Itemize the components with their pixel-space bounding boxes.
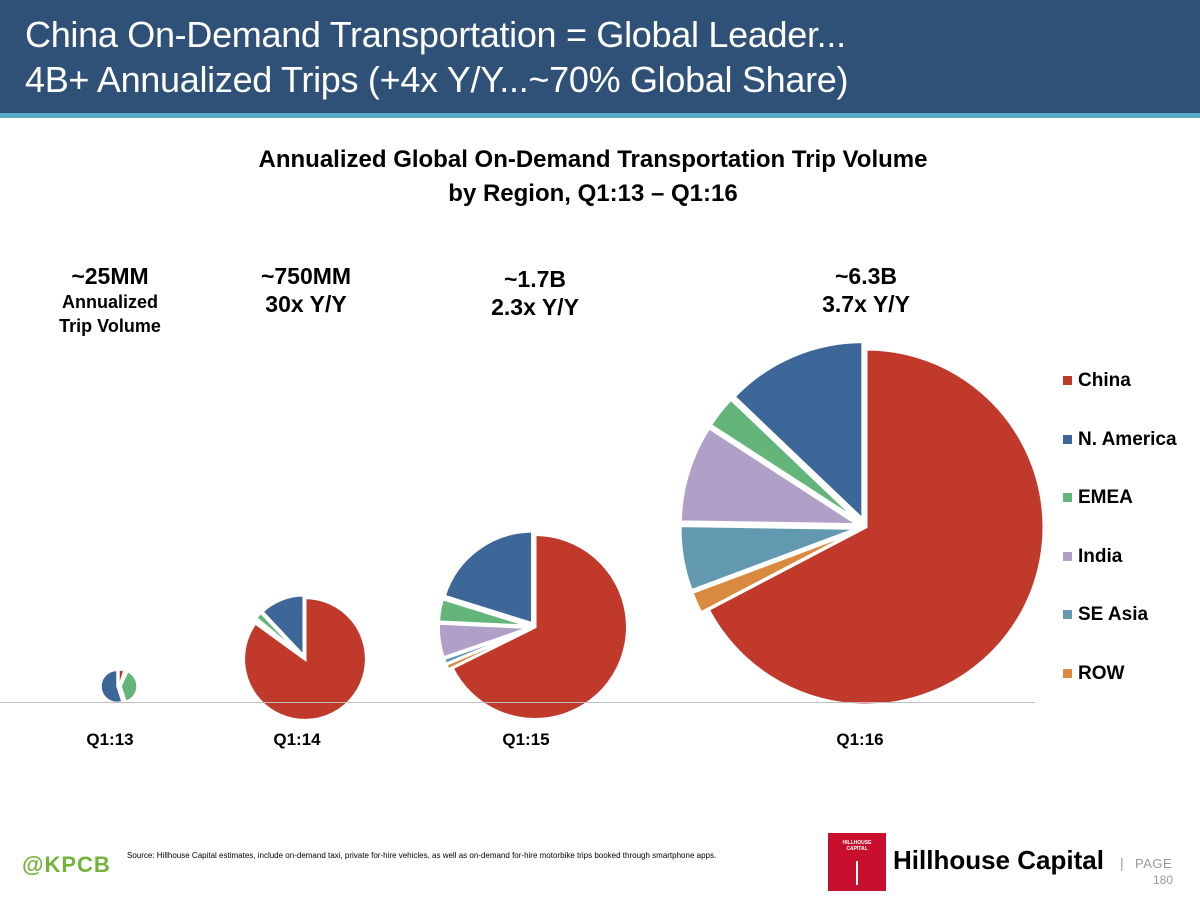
kpcb-handle: @KPCB <box>22 852 111 877</box>
annotation-q1-16: ~6.3B 3.7x Y/Y <box>822 262 910 318</box>
slide-title-line-1: China On-Demand Transportation = Global … <box>25 14 846 55</box>
growth-label: 3.7x Y/Y <box>822 291 910 317</box>
legend-swatch <box>1063 610 1072 619</box>
pie-slice-emea <box>708 397 861 524</box>
growth-label: 2.3x Y/Y <box>491 294 579 320</box>
chart-subtitle: by Region, Q1:13 – Q1:16 <box>448 180 738 207</box>
header-accent-stripe <box>0 113 1200 118</box>
legend-swatch <box>1063 376 1072 385</box>
pie-slice-se-asia <box>678 524 859 593</box>
total-label: ~25MM <box>71 263 149 289</box>
legend-swatch <box>1063 552 1072 561</box>
logo-text-line-1: HILLHOUSE <box>842 840 872 846</box>
category-label-q1-15: Q1:15 <box>502 730 550 749</box>
legend-label: N. America <box>1078 429 1177 450</box>
pie-slice-n-america <box>731 340 865 524</box>
pie-slice-emea <box>120 670 138 703</box>
total-label: ~750MM <box>260 263 352 289</box>
logo-mark <box>856 861 858 885</box>
chart-title: Annualized Global On-Demand Transportati… <box>258 146 928 173</box>
legend-swatch <box>1063 493 1072 502</box>
pie-slice-row <box>251 617 304 659</box>
category-label-q1-16: Q1:16 <box>836 730 884 749</box>
legend-label: China <box>1078 370 1131 391</box>
category-label-q1-14: Q1:14 <box>273 730 321 749</box>
source-note: Source: Hillhouse Capital estimates, inc… <box>127 851 717 860</box>
baseline-axis <box>0 702 1035 703</box>
pie-q1-16 <box>678 340 1046 707</box>
pie-slice-row <box>119 667 128 685</box>
legend-label: SE Asia <box>1078 604 1149 625</box>
page-number: 180 <box>1153 873 1174 887</box>
slide-header: China On-Demand Transportation = Global … <box>0 0 1200 113</box>
pie-slice-row <box>443 627 532 672</box>
category-label-q1-13: Q1:13 <box>86 730 134 749</box>
page-word: PAGE <box>1135 856 1173 871</box>
pie-q1-15 <box>436 529 629 721</box>
pie-slice-china <box>450 533 629 721</box>
note-line: Trip Volume <box>59 316 161 336</box>
brand-name: Hillhouse Capital <box>893 845 1104 875</box>
slide-title-line-2: 4B+ Annualized Trips (+4x Y/Y...~70% Glo… <box>25 59 849 100</box>
hillhouse-logo: HILLHOUSE CAPITAL <box>828 833 886 891</box>
total-label: ~1.7B <box>503 266 566 292</box>
pie-slice-n-america <box>442 529 535 626</box>
legend-label: India <box>1078 546 1123 567</box>
note-line: Annualized <box>61 292 158 312</box>
pie-q1-13 <box>100 667 138 703</box>
annotation-q1-14: ~750MM 30x Y/Y <box>261 262 351 318</box>
annotation-q1-15: ~1.7B 2.3x Y/Y <box>491 265 579 321</box>
legend-swatch <box>1063 669 1072 678</box>
pie-q1-14 <box>242 593 368 722</box>
pie-slice-india <box>678 425 864 527</box>
legend-label: ROW <box>1078 663 1125 684</box>
pie-slice-china <box>706 347 1046 707</box>
logo-text: HILLHOUSE CAPITAL <box>828 840 886 852</box>
page-separator: | <box>1120 855 1124 871</box>
pie-slice-row <box>690 528 860 615</box>
legend-label: EMEA <box>1078 487 1133 508</box>
growth-label: 30x Y/Y <box>265 291 347 317</box>
annotation-q1-13: ~25MM Annualized Trip Volume <box>59 262 161 338</box>
logo-text-line-2: CAPITAL <box>846 846 868 852</box>
total-label: ~6.3B <box>834 263 897 289</box>
legend-swatch <box>1063 435 1072 444</box>
